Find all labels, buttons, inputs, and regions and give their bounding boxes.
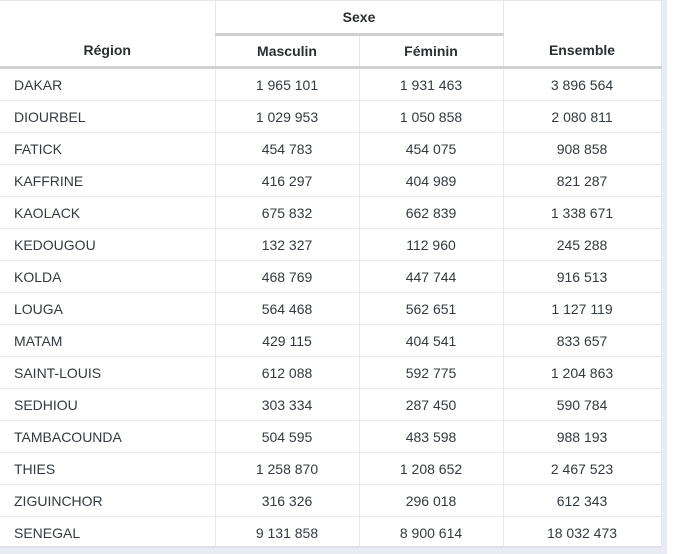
cell-masculin: 1 029 953 bbox=[214, 100, 360, 133]
header-masculin: Masculin bbox=[215, 34, 360, 69]
cell-feminin: 454 075 bbox=[358, 132, 504, 165]
cell-ensemble: 988 193 bbox=[502, 420, 662, 453]
cell-ensemble: 245 288 bbox=[502, 228, 662, 261]
cell-ensemble: 1 127 119 bbox=[502, 292, 662, 325]
cell-masculin: 504 595 bbox=[214, 420, 360, 453]
cell-region: TAMBACOUNDA bbox=[0, 420, 216, 453]
header-group-sexe: Sexe bbox=[214, 0, 504, 36]
cell-region: SENEGAL bbox=[0, 516, 216, 548]
table-row: THIES 1 258 870 1 208 652 2 467 523 bbox=[0, 452, 662, 485]
cell-ensemble: 590 784 bbox=[502, 388, 662, 421]
header-row-sub: Masculin Féminin bbox=[0, 34, 661, 69]
cell-feminin: 1 208 652 bbox=[358, 452, 504, 485]
cell-masculin: 612 088 bbox=[214, 356, 360, 389]
header-ensemble: Ensemble bbox=[502, 0, 662, 69]
cell-region: FATICK bbox=[0, 132, 216, 165]
cell-feminin: 1 931 463 bbox=[358, 67, 504, 101]
table-row: SAINT-LOUIS 612 088 592 775 1 204 863 bbox=[0, 356, 662, 389]
population-by-region-table: Région Sexe Ensemble Masculin Féminin DA… bbox=[0, 0, 662, 548]
cell-masculin: 1 258 870 bbox=[214, 452, 360, 485]
table-row: TAMBACOUNDA 504 595 483 598 988 193 bbox=[0, 420, 662, 453]
cell-masculin: 1 965 101 bbox=[214, 67, 360, 101]
cell-ensemble: 1 338 671 bbox=[502, 196, 662, 229]
table-row: KEDOUGOU 132 327 112 960 245 288 bbox=[0, 228, 662, 261]
table-row: SEDHIOU 303 334 287 450 590 784 bbox=[0, 388, 662, 421]
cell-ensemble: 916 513 bbox=[502, 260, 662, 293]
header-feminin: Féminin bbox=[358, 34, 504, 69]
cell-ensemble: 612 343 bbox=[502, 484, 662, 517]
cell-feminin: 592 775 bbox=[358, 356, 504, 389]
cell-feminin: 483 598 bbox=[358, 420, 504, 453]
cell-region: SAINT-LOUIS bbox=[0, 356, 216, 389]
cell-region: MATAM bbox=[0, 324, 216, 357]
table-row: DIOURBEL 1 029 953 1 050 858 2 080 811 bbox=[0, 100, 662, 133]
cell-masculin: 132 327 bbox=[214, 228, 360, 261]
cell-feminin: 287 450 bbox=[358, 388, 504, 421]
cell-region: KAFFRINE bbox=[0, 164, 216, 197]
header-region: Région bbox=[0, 0, 216, 69]
cell-feminin: 112 960 bbox=[358, 228, 504, 261]
table-body: DAKAR 1 965 101 1 931 463 3 896 564 DIOU… bbox=[0, 67, 662, 548]
table-row-total: SENEGAL 9 131 858 8 900 614 18 032 473 bbox=[0, 516, 662, 548]
cell-feminin: 404 541 bbox=[358, 324, 504, 357]
card-bottom-shadow bbox=[0, 546, 661, 548]
cell-feminin: 8 900 614 bbox=[358, 516, 504, 548]
table-row: ZIGUINCHOR 316 326 296 018 612 343 bbox=[0, 484, 662, 517]
cell-region: LOUGA bbox=[0, 292, 216, 325]
cell-feminin: 296 018 bbox=[358, 484, 504, 517]
table-row: MATAM 429 115 404 541 833 657 bbox=[0, 324, 662, 357]
cell-feminin: 447 744 bbox=[358, 260, 504, 293]
cell-ensemble: 3 896 564 bbox=[502, 67, 662, 101]
population-table-card: Région Sexe Ensemble Masculin Féminin DA… bbox=[0, 0, 662, 548]
cell-ensemble: 2 080 811 bbox=[502, 100, 662, 133]
cell-ensemble: 18 032 473 bbox=[502, 516, 662, 548]
cell-ensemble: 833 657 bbox=[502, 324, 662, 357]
cell-feminin: 562 651 bbox=[358, 292, 504, 325]
table-row: KAFFRINE 416 297 404 989 821 287 bbox=[0, 164, 662, 197]
cell-masculin: 303 334 bbox=[214, 388, 360, 421]
cell-masculin: 675 832 bbox=[214, 196, 360, 229]
cell-region: DAKAR bbox=[0, 67, 216, 101]
cell-ensemble: 821 287 bbox=[502, 164, 662, 197]
table-row: LOUGA 564 468 562 651 1 127 119 bbox=[0, 292, 662, 325]
cell-region: DIOURBEL bbox=[0, 100, 216, 133]
cell-ensemble: 2 467 523 bbox=[502, 452, 662, 485]
table-row: KAOLACK 675 832 662 839 1 338 671 bbox=[0, 196, 662, 229]
cell-region: KOLDA bbox=[0, 260, 216, 293]
cell-masculin: 9 131 858 bbox=[214, 516, 360, 548]
cell-masculin: 564 468 bbox=[214, 292, 360, 325]
cell-ensemble: 908 858 bbox=[502, 132, 662, 165]
table-header: Région Sexe Ensemble Masculin Féminin bbox=[0, 0, 662, 69]
cell-masculin: 468 769 bbox=[214, 260, 360, 293]
cell-ensemble: 1 204 863 bbox=[502, 356, 662, 389]
cell-region: SEDHIOU bbox=[0, 388, 216, 421]
cell-masculin: 454 783 bbox=[214, 132, 360, 165]
cell-masculin: 316 326 bbox=[214, 484, 360, 517]
cell-region: ZIGUINCHOR bbox=[0, 484, 216, 517]
cell-region: KEDOUGOU bbox=[0, 228, 216, 261]
cell-feminin: 1 050 858 bbox=[358, 100, 504, 133]
table-row: FATICK 454 783 454 075 908 858 bbox=[0, 132, 662, 165]
header-row-group: Région Sexe Ensemble bbox=[0, 0, 662, 69]
table-row: DAKAR 1 965 101 1 931 463 3 896 564 bbox=[0, 67, 662, 101]
cell-feminin: 404 989 bbox=[358, 164, 504, 197]
cell-feminin: 662 839 bbox=[358, 196, 504, 229]
cell-region: KAOLACK bbox=[0, 196, 216, 229]
cell-region: THIES bbox=[0, 452, 216, 485]
cell-masculin: 429 115 bbox=[214, 324, 360, 357]
table-row: KOLDA 468 769 447 744 916 513 bbox=[0, 260, 662, 293]
cell-masculin: 416 297 bbox=[214, 164, 360, 197]
